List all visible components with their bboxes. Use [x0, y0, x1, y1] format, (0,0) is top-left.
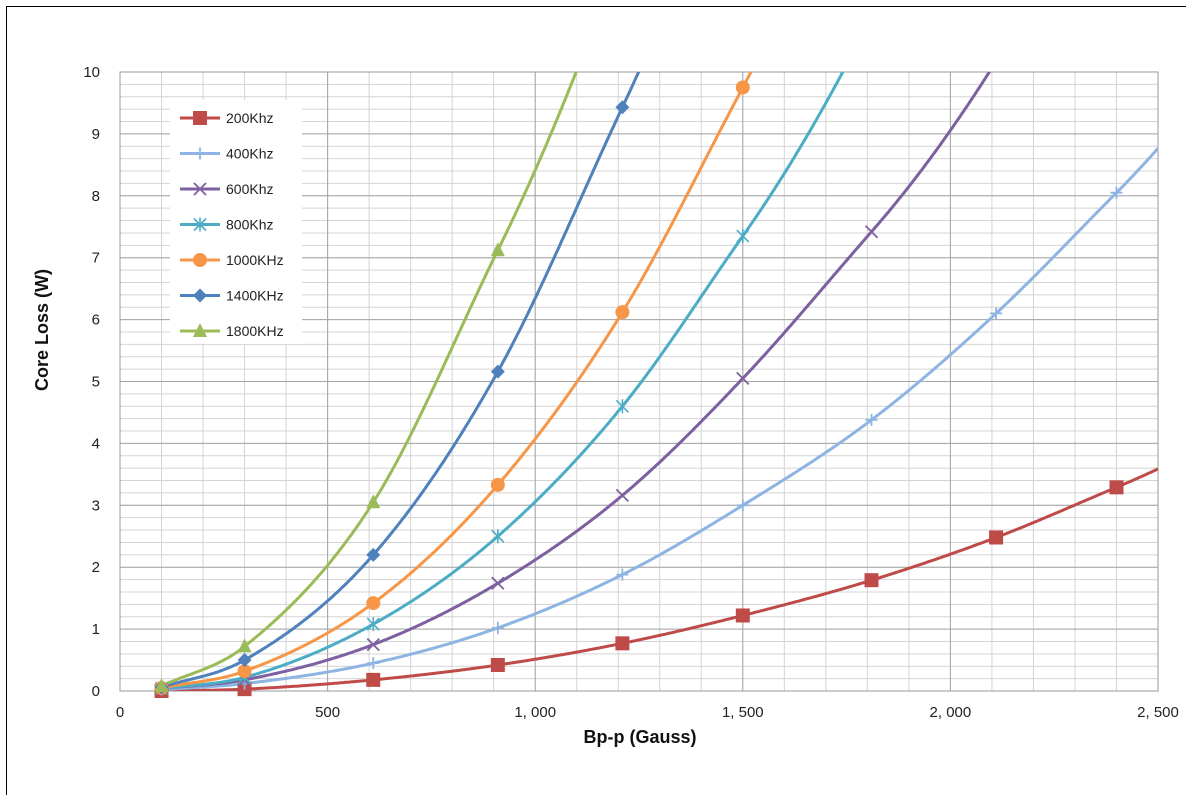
y-axis-ticks: 0 1 2 3 4 5 6 7 8 9 10: [83, 64, 100, 700]
x-tick-label: 1, 500: [722, 704, 764, 721]
y-tick-label: 7: [92, 250, 100, 267]
data-point-marker: [366, 547, 381, 562]
y-tick-label: 2: [92, 559, 100, 576]
data-point-marker: [615, 100, 630, 115]
data-point-marker: [237, 653, 252, 668]
legend-marker: [193, 323, 207, 337]
data-point-marker: [237, 664, 252, 679]
legend-label: 1800KHz: [226, 323, 284, 339]
chart-frame: [6, 6, 1186, 795]
legend-label: 600Khz: [226, 181, 273, 197]
data-point-marker: [865, 413, 878, 426]
x-tick-label: 500: [315, 704, 340, 721]
data-point-marker: [490, 364, 505, 379]
legend-marker: [193, 182, 207, 196]
data-point-marker: [616, 568, 629, 581]
x-tick-label: 2, 000: [930, 704, 972, 721]
data-point-marker: [154, 678, 169, 693]
data-point-marker: [864, 573, 879, 588]
x-tick-label: 2, 500: [1137, 704, 1179, 721]
data-point-marker: [491, 621, 504, 634]
legend-marker: [193, 253, 207, 267]
data-point-marker: [736, 371, 750, 386]
data-point-marker: [864, 225, 879, 239]
x-tick-label: 1, 000: [514, 704, 556, 721]
data-point-marker: [366, 596, 381, 611]
y-tick-label: 8: [92, 188, 100, 205]
x-axis-ticks: 0 500 1, 000 1, 500 2, 000 2, 500: [116, 704, 1179, 721]
data-point-marker: [366, 494, 381, 509]
legend-box: [170, 100, 302, 344]
data-point-marker: [615, 305, 630, 320]
y-tick-label: 4: [92, 435, 100, 452]
data-point-marker: [615, 488, 630, 503]
legend-label: 1000KHz: [226, 252, 284, 268]
data-point-marker: [736, 229, 750, 244]
y-tick-label: 0: [92, 683, 100, 700]
data-point-marker: [366, 672, 381, 687]
data-point-marker: [989, 530, 1004, 545]
legend-marker: [193, 217, 207, 232]
data-point-marker: [491, 576, 505, 590]
legend-marker: [193, 288, 207, 303]
data-point-marker: [490, 242, 505, 257]
legend-label: 400Khz: [226, 146, 273, 162]
data-point-marker: [490, 477, 505, 492]
data-point-marker: [1109, 480, 1124, 495]
data-point-marker: [615, 399, 629, 414]
series-line: [161, 147, 1158, 691]
chart-legend: 200Khz 400Khz 600Khz 800Khz 1000KHz 1400KHz 18…: [170, 100, 302, 344]
y-axis-title: Core Loss (W): [32, 269, 52, 391]
data-point-marker: [990, 307, 1003, 320]
data-point-marker: [491, 529, 505, 544]
data-point-marker: [615, 636, 630, 651]
y-tick-label: 3: [92, 497, 100, 514]
data-point-marker: [367, 657, 380, 670]
data-point-marker: [366, 617, 380, 632]
y-tick-label: 6: [92, 312, 100, 329]
legend-label: 800Khz: [226, 217, 273, 233]
series-line: [161, 72, 753, 690]
data-point-marker: [735, 80, 750, 95]
y-tick-label: 5: [92, 374, 100, 391]
series-markers: [154, 80, 1124, 698]
data-point-marker: [366, 637, 380, 652]
legend-marker: [193, 111, 207, 125]
data-point-marker: [237, 638, 252, 653]
legend-label: 1400KHz: [226, 288, 284, 304]
y-tick-label: 9: [92, 126, 100, 143]
data-point-marker: [1110, 186, 1123, 199]
x-axis-title: Bp-p (Gauss): [583, 727, 696, 747]
legend-label: 200Khz: [226, 110, 273, 126]
x-tick-label: 0: [116, 704, 124, 721]
data-point-marker: [736, 499, 749, 512]
series-lines: [160, 72, 1158, 691]
data-point-marker: [490, 658, 505, 673]
legend-marker: [194, 147, 206, 160]
y-tick-label: 1: [92, 621, 100, 638]
y-tick-label: 10: [83, 64, 100, 81]
data-point-marker: [735, 608, 750, 623]
